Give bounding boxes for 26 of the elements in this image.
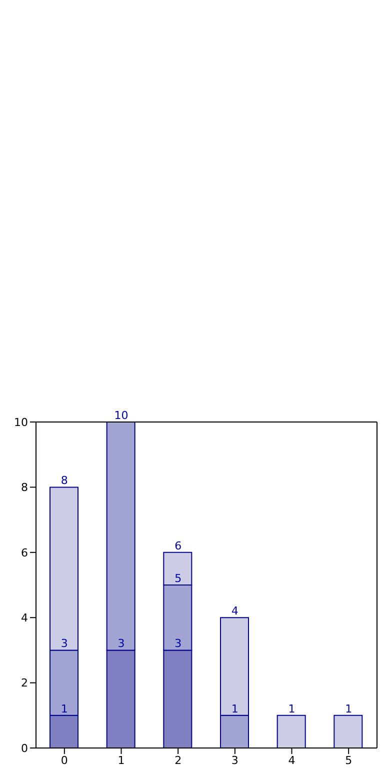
y-tick-label: 10 [14,416,28,429]
y-tick-label: 4 [21,612,28,625]
y-tick-label: 8 [21,481,28,494]
annotation: 1 [60,702,68,716]
x-tick-label: 1 [118,754,125,767]
annotation: 5 [174,572,182,585]
annotation: 1 [288,702,296,716]
y-tick-label: 6 [21,546,28,560]
annotation: 6 [174,539,182,552]
x-tick-label: 3 [231,754,238,767]
y-tick-label: 2 [21,676,28,690]
x-tick-label: 4 [288,754,296,767]
annotation: 10 [114,409,128,422]
x-tick-label: 2 [174,754,182,767]
annotation: 4 [231,604,238,618]
annotation: 1 [231,702,238,716]
annotation: 3 [60,637,68,650]
y-tick-label: 0 [21,742,28,755]
bar [334,714,363,748]
annotation: 3 [174,637,182,650]
annotation: 3 [118,637,125,650]
x-tick-label: 0 [60,754,68,767]
x-tick-label: 5 [345,754,352,767]
annotation: 8 [60,474,68,488]
bar [276,714,306,748]
annotation: 1 [345,702,352,716]
